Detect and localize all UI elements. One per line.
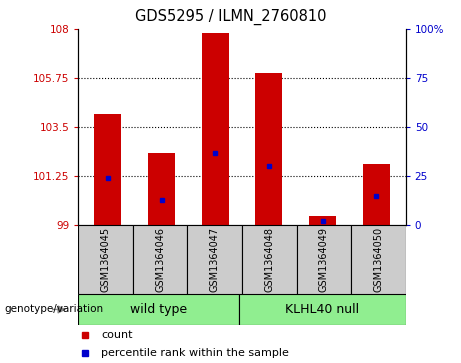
Text: wild type: wild type <box>130 303 188 316</box>
Bar <box>202 33 229 225</box>
Bar <box>95 114 121 225</box>
Bar <box>255 73 282 225</box>
Bar <box>363 164 390 225</box>
Text: GSM1364050: GSM1364050 <box>373 227 384 292</box>
Text: GSM1364045: GSM1364045 <box>100 227 111 292</box>
Bar <box>309 216 336 225</box>
Text: GDS5295 / ILMN_2760810: GDS5295 / ILMN_2760810 <box>135 9 326 25</box>
Bar <box>351 225 406 294</box>
Text: KLHL40 null: KLHL40 null <box>285 303 360 316</box>
Text: count: count <box>101 330 133 340</box>
Text: percentile rank within the sample: percentile rank within the sample <box>101 348 289 358</box>
Bar <box>78 294 239 325</box>
Bar <box>296 225 351 294</box>
Text: GSM1364046: GSM1364046 <box>155 227 165 292</box>
Text: GSM1364048: GSM1364048 <box>264 227 274 292</box>
Bar <box>78 225 133 294</box>
Bar <box>148 153 175 225</box>
Text: GSM1364049: GSM1364049 <box>319 227 329 292</box>
Text: genotype/variation: genotype/variation <box>5 305 104 314</box>
Bar <box>239 294 406 325</box>
Bar <box>242 225 296 294</box>
Bar <box>133 225 188 294</box>
Text: GSM1364047: GSM1364047 <box>210 227 220 292</box>
Bar <box>188 225 242 294</box>
